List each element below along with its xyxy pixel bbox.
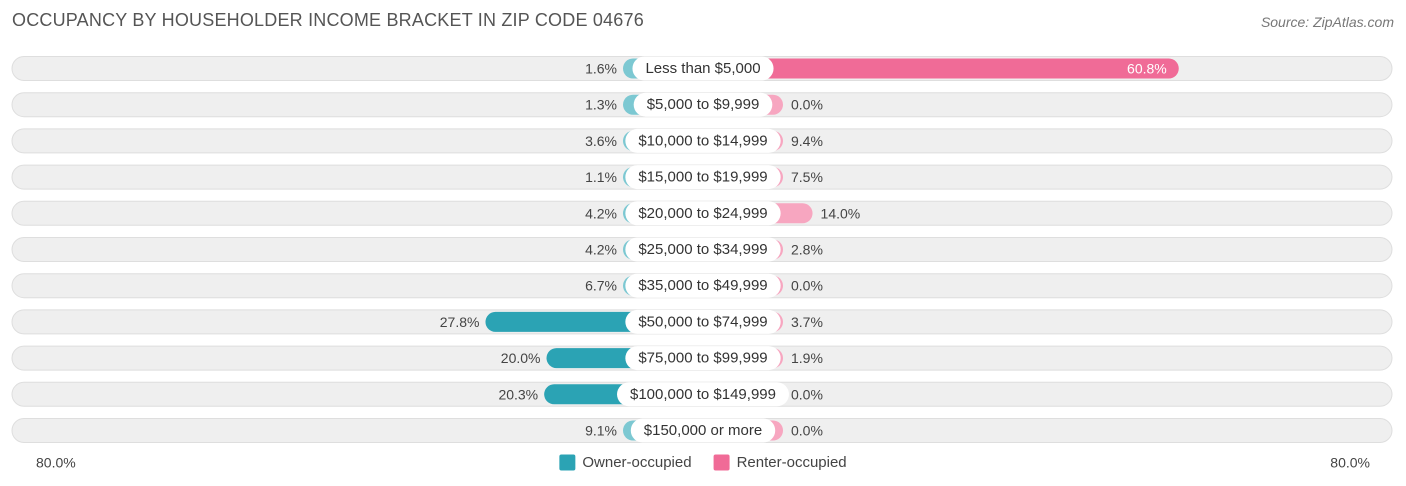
category-label: $25,000 to $34,999 [638,241,767,258]
category-pill [625,273,781,298]
category-label: $5,000 to $9,999 [647,96,760,113]
renter-value-label: 0.0% [791,386,823,402]
category-label: $150,000 or more [644,422,762,439]
category-label: $75,000 to $99,999 [638,350,767,367]
category-pill [617,382,789,407]
category-pill [632,56,774,81]
category-label: $50,000 to $74,999 [638,313,767,330]
owner-value-label: 1.3% [585,97,617,113]
legend-label-renter: Renter-occupied [737,454,847,471]
category-label: $20,000 to $24,999 [638,205,767,222]
category-label: $10,000 to $14,999 [638,132,767,149]
category-label: $35,000 to $49,999 [638,277,767,294]
owner-value-label: 20.3% [498,386,538,402]
renter-value-label: 1.9% [791,350,823,366]
category-pill [625,237,781,262]
renter-value-label: 3.7% [791,314,823,330]
category-label: $100,000 to $149,999 [630,386,776,403]
renter-bar [703,58,1179,79]
category-pill [625,201,781,226]
owner-value-label: 1.6% [585,61,617,77]
legend-swatch-owner [559,454,576,471]
legend-label-owner: Owner-occupied [582,454,691,471]
renter-value-label: 60.8% [1127,61,1167,77]
renter-value-label: 0.0% [791,278,823,294]
category-label: Less than $5,000 [645,60,760,77]
category-pill [625,346,781,371]
category-pill [625,128,781,153]
renter-value-label: 0.0% [791,423,823,439]
owner-value-label: 9.1% [585,423,617,439]
category-pill [625,165,781,190]
owner-value-label: 6.7% [585,278,617,294]
category-pill [633,92,773,117]
owner-value-label: 4.2% [585,205,617,221]
legend-swatch-renter [713,454,730,471]
renter-value-label: 9.4% [791,133,823,149]
chart-title: OCCUPANCY BY HOUSEHOLDER INCOME BRACKET … [12,10,644,30]
category-pill [625,309,781,334]
axis-label-right: 80.0% [1330,455,1370,471]
renter-value-label: 7.5% [791,169,823,185]
owner-value-label: 3.6% [585,133,617,149]
owner-value-label: 4.2% [585,242,617,258]
renter-value-label: 14.0% [821,205,861,221]
chart-source: Source: ZipAtlas.com [1260,14,1394,30]
owner-value-label: 27.8% [440,314,480,330]
owner-value-label: 20.0% [501,350,541,366]
category-pill [630,418,776,443]
renter-value-label: 2.8% [791,242,823,258]
category-label: $15,000 to $19,999 [638,169,767,186]
axis-label-left: 80.0% [36,455,76,471]
renter-value-label: 0.0% [791,97,823,113]
owner-value-label: 1.1% [585,169,617,185]
